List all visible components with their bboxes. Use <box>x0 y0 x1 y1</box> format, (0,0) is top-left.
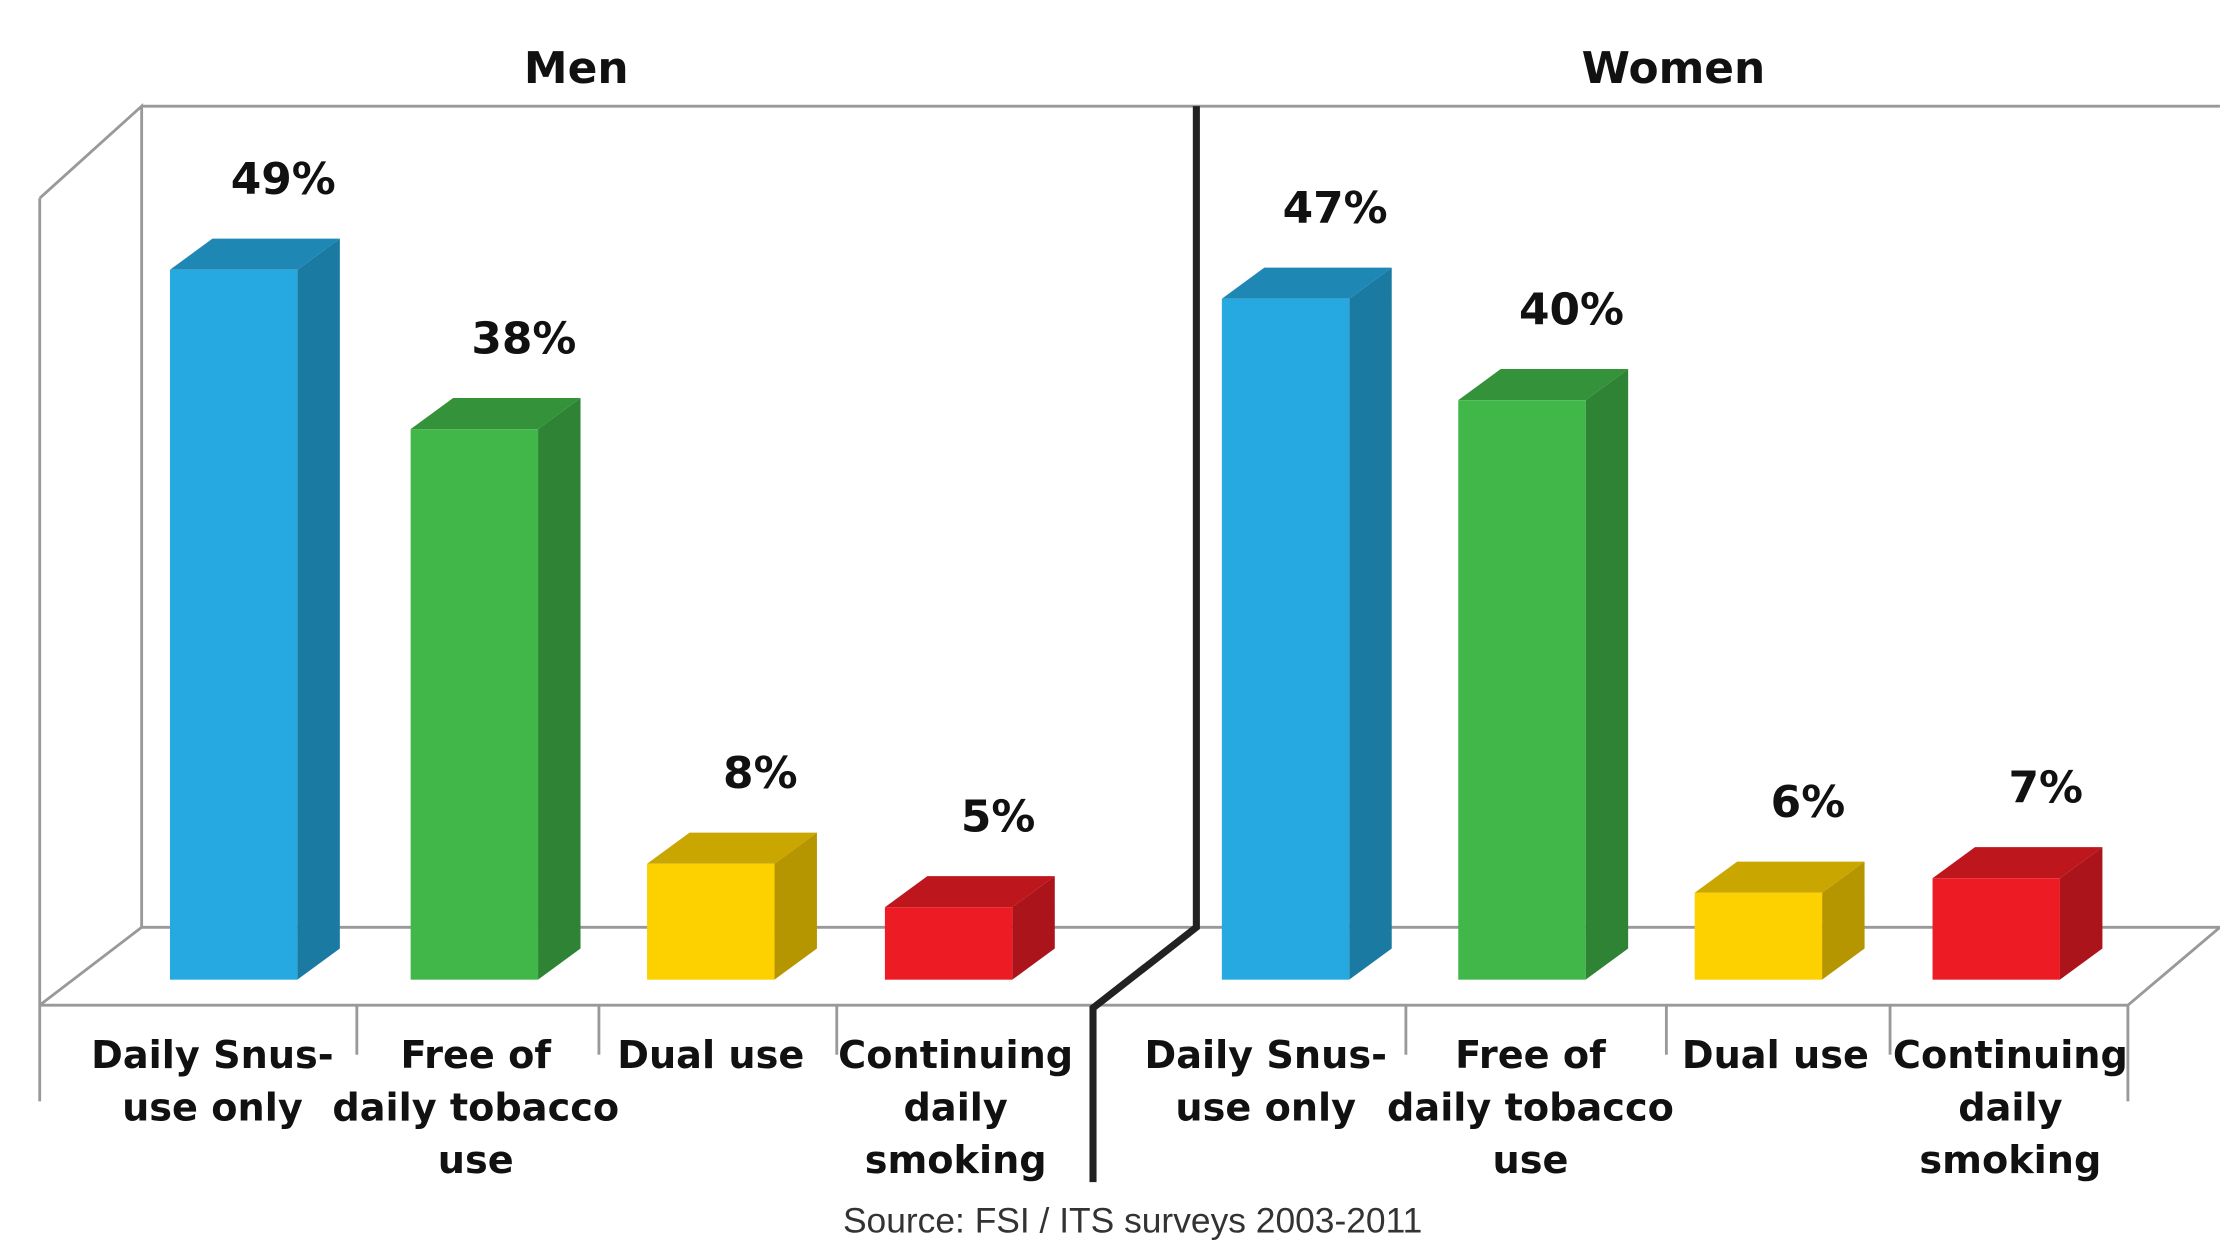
category-label: daily tobacco <box>332 1086 619 1130</box>
source: Source: FSI / ITS surveys 2003-2011 <box>843 1202 1422 1241</box>
category-label: use only <box>122 1086 303 1130</box>
bar-top <box>884 876 1055 908</box>
bar-side <box>297 238 340 980</box>
bar-side <box>1349 267 1392 980</box>
bar-top <box>169 238 340 270</box>
value-label: 38% <box>471 313 576 364</box>
panel-title: Women <box>1582 43 1766 94</box>
bar-top <box>1458 369 1629 401</box>
bar <box>1932 878 2060 980</box>
bar-side <box>538 398 581 980</box>
bar-top <box>647 832 817 864</box>
bar <box>647 863 775 980</box>
category-label: Continuing <box>1893 1034 2128 1078</box>
bar <box>1694 892 1823 980</box>
bar-side <box>1822 861 1865 980</box>
category-label: daily <box>904 1086 1008 1130</box>
value-label: 47% <box>1283 183 1388 234</box>
bar-top <box>1932 847 2103 879</box>
bar <box>1458 400 1586 980</box>
category-label: Daily Snus- <box>1144 1034 1387 1078</box>
panel-divider <box>1089 106 1200 1183</box>
bar-side <box>1585 369 1629 980</box>
category-label: Dual use <box>617 1034 804 1078</box>
category-label: Dual use <box>1682 1034 1869 1078</box>
category-label: use only <box>1175 1086 1356 1130</box>
value-label: 7% <box>2009 762 2084 813</box>
category-label: smoking <box>865 1139 1047 1183</box>
value-label: 6% <box>1771 777 1846 828</box>
left-wall <box>38 102 144 1007</box>
bar-top <box>410 398 581 430</box>
category-label: daily tobacco <box>1387 1086 1674 1130</box>
category-label: daily <box>1958 1086 2062 1130</box>
category-label: use <box>1493 1139 1569 1183</box>
bar-top <box>1221 267 1392 299</box>
bar <box>1221 298 1350 980</box>
bar-side <box>1012 876 1055 980</box>
value-label: 5% <box>961 791 1035 842</box>
category-label: Free of <box>1455 1034 1606 1078</box>
bar-side <box>774 832 817 980</box>
value-label: 49% <box>231 154 336 205</box>
category-label: Free of <box>400 1034 551 1078</box>
bar <box>169 269 298 980</box>
bar-side <box>2059 847 2103 980</box>
frames <box>38 102 2220 1183</box>
bar-top <box>1694 861 1865 893</box>
category-label: Daily Snus- <box>91 1034 334 1078</box>
category-label: use <box>438 1139 514 1183</box>
right-floor <box>2126 926 2220 1007</box>
category-label: smoking <box>1919 1139 2101 1183</box>
bar <box>884 907 1013 980</box>
value-label: 8% <box>723 748 798 799</box>
bar <box>410 429 539 980</box>
value-label: 40% <box>1519 284 1624 335</box>
panel-title: Men <box>524 43 629 94</box>
category-label: Continuing <box>838 1034 1073 1078</box>
